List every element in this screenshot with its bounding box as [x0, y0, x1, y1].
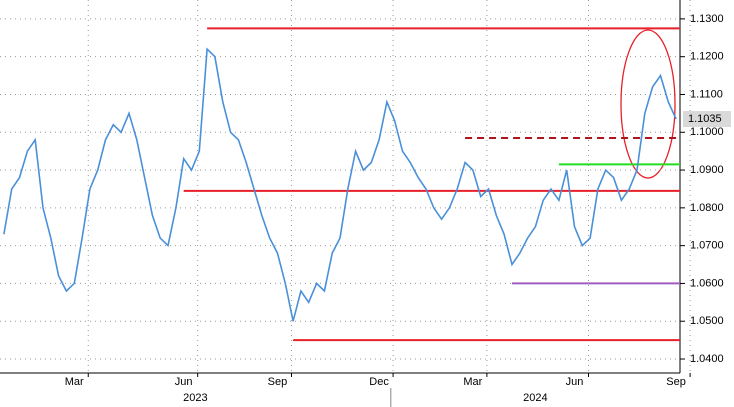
last-value-box: [683, 111, 731, 128]
x-tick-label: Sep: [268, 376, 288, 388]
x-group-label: 2024: [523, 392, 547, 404]
x-tick-label: Sep: [666, 376, 686, 388]
highlight-ellipse: [620, 29, 676, 179]
x-tick-label: Jun: [566, 376, 584, 388]
y-tick-label: 1.1300: [690, 13, 724, 25]
x-tick-label: Mar: [463, 376, 482, 388]
y-tick-label: 1.0700: [690, 240, 724, 252]
y-tick-label: 1.1200: [690, 51, 724, 63]
x-tick-label: Dec: [369, 376, 389, 388]
y-tick-label: 1.0400: [690, 353, 724, 365]
x-group-label: 2023: [183, 392, 207, 404]
y-tick-label: 1.0800: [690, 202, 724, 214]
x-tick-label: Jun: [175, 376, 193, 388]
y-tick-label: 1.1000: [690, 126, 724, 138]
y-tick-label: 1.0600: [690, 277, 724, 289]
last-value-label: 1.1035: [688, 113, 722, 125]
y-tick-label: 1.0500: [690, 315, 724, 327]
price-line: [3, 47, 677, 322]
x-tick-label: Mar: [65, 376, 84, 388]
y-tick-label: 1.1100: [690, 88, 723, 100]
y-tick-label: 1.0900: [690, 164, 724, 176]
